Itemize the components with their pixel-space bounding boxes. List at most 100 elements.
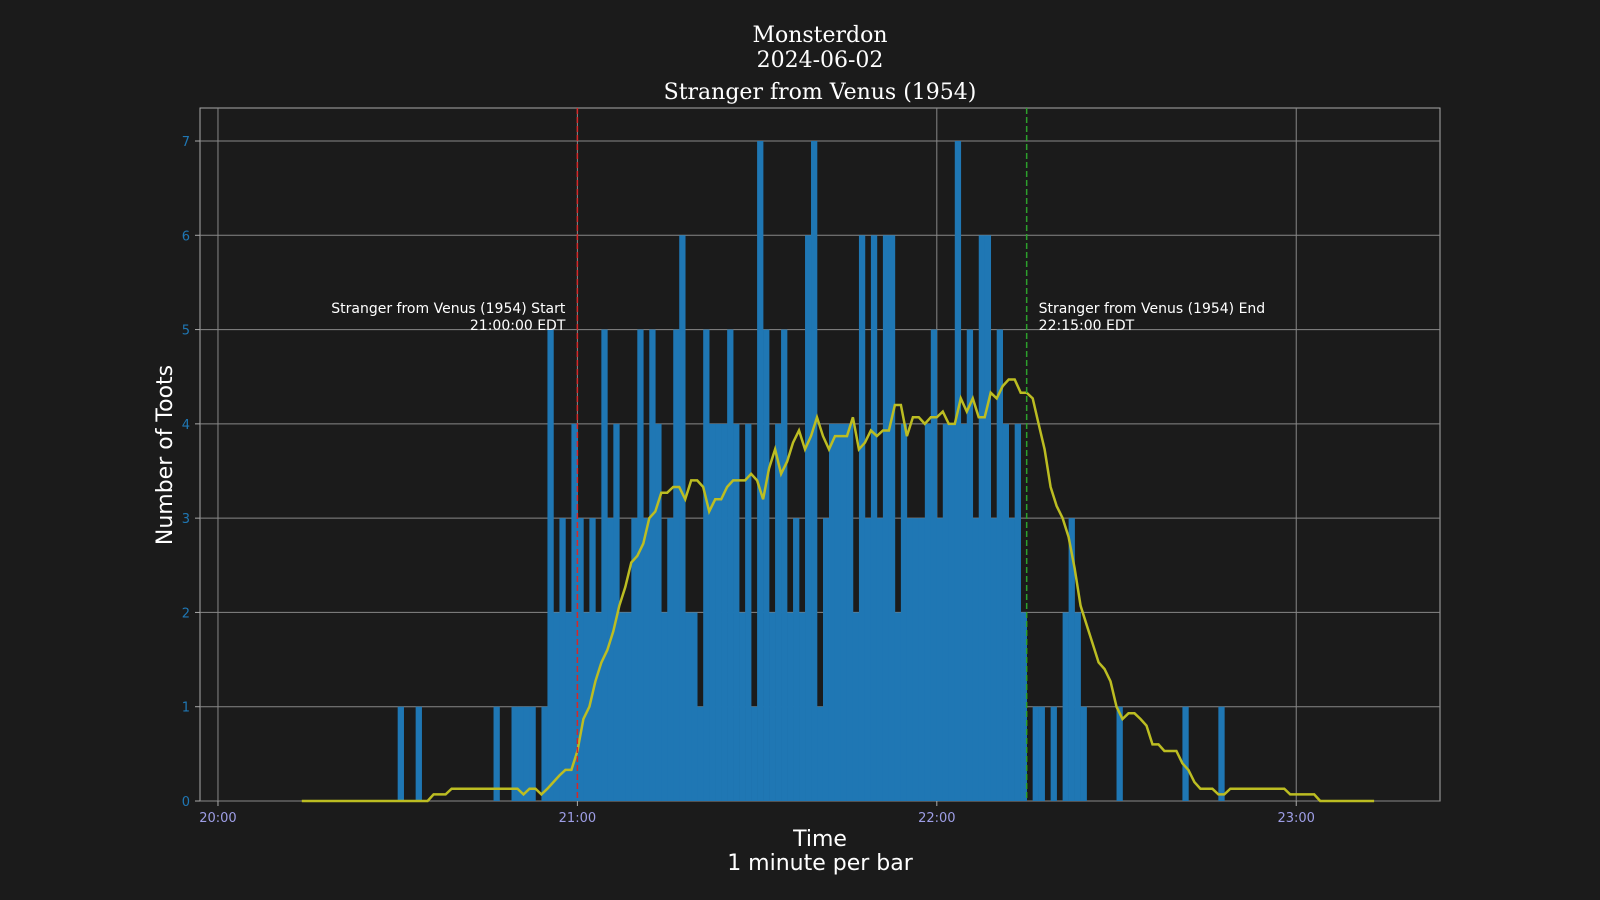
bar xyxy=(984,235,992,802)
bar xyxy=(553,612,560,801)
bar xyxy=(595,612,602,801)
bar xyxy=(894,612,902,801)
title-line-3: Stranger from Venus (1954) xyxy=(664,80,977,105)
y-tick-label: 7 xyxy=(182,135,190,150)
bar xyxy=(547,329,554,801)
x-tick-label: 20:00 xyxy=(199,811,236,826)
bar xyxy=(1032,706,1039,801)
bar xyxy=(559,518,566,801)
title-line-2: 2024-06-02 xyxy=(757,48,884,73)
bar xyxy=(673,329,680,801)
bar xyxy=(493,706,500,801)
bar xyxy=(667,518,674,801)
bars xyxy=(397,141,1225,802)
bar xyxy=(661,612,668,801)
y-tick-label: 2 xyxy=(182,606,190,621)
bar xyxy=(703,329,710,801)
bar xyxy=(643,518,650,801)
start-annotation-title: Stranger from Venus (1954) Start xyxy=(331,301,566,317)
bar xyxy=(1038,706,1045,801)
bar xyxy=(978,235,986,802)
bar xyxy=(817,706,824,801)
bar xyxy=(649,329,656,801)
y-tick-label: 1 xyxy=(182,701,190,716)
bar xyxy=(751,706,758,801)
x-axis-ticks: 20:00 21:00 22:00 23:00 xyxy=(199,801,1315,826)
bar xyxy=(1050,706,1057,801)
bar xyxy=(834,423,842,801)
bar xyxy=(727,329,734,801)
bar xyxy=(781,329,788,801)
bar xyxy=(517,706,524,801)
bar xyxy=(805,235,812,802)
bar xyxy=(715,423,722,801)
bar xyxy=(589,518,596,801)
rolling-average-line xyxy=(301,378,1375,803)
bar xyxy=(541,706,548,801)
start-annotation-time: 21:00:00 EDT xyxy=(470,318,566,334)
bar xyxy=(691,612,698,801)
y-tick-label: 0 xyxy=(182,795,190,810)
bar xyxy=(793,518,800,801)
bar xyxy=(655,423,662,801)
bar xyxy=(918,518,926,801)
bar xyxy=(1116,706,1123,801)
chart-title: Monsterdon 2024-06-02 Stranger from Venu… xyxy=(664,23,977,105)
bar xyxy=(1182,706,1189,801)
bar xyxy=(529,706,536,801)
bar xyxy=(906,518,914,801)
bar xyxy=(763,329,770,801)
bar xyxy=(631,518,638,801)
bar xyxy=(882,235,890,802)
bar xyxy=(607,518,614,801)
bar xyxy=(1068,518,1075,801)
bar xyxy=(852,612,860,801)
bar xyxy=(619,612,626,801)
bar xyxy=(565,612,572,801)
y-tick-label: 5 xyxy=(182,324,190,339)
bar xyxy=(936,518,944,801)
bar xyxy=(601,329,608,801)
x-tick-label: 23:00 xyxy=(1277,811,1314,826)
bar xyxy=(822,518,830,801)
bar xyxy=(397,706,404,801)
y-tick-label: 6 xyxy=(182,229,190,244)
bar xyxy=(697,706,704,801)
x-tick-label: 21:00 xyxy=(559,811,596,826)
bar xyxy=(990,518,998,801)
bar xyxy=(846,423,854,801)
bar xyxy=(685,612,692,801)
bar xyxy=(583,612,590,801)
bar xyxy=(709,423,716,801)
bar xyxy=(840,423,848,801)
title-line-1: Monsterdon xyxy=(752,23,887,48)
bar xyxy=(721,423,728,801)
bar xyxy=(637,329,644,801)
y-axis-title: Number of Toots xyxy=(153,365,178,545)
end-annotation-time: 22:15:00 EDT xyxy=(1039,318,1135,334)
plot-frame xyxy=(199,107,1441,802)
bar xyxy=(966,329,974,801)
bar xyxy=(864,518,872,801)
y-axis-ticks: 0 1 2 3 4 5 6 7 xyxy=(182,135,200,810)
bar xyxy=(1014,423,1021,801)
x-axis-title: Time xyxy=(792,827,847,852)
bar xyxy=(960,423,968,801)
x-axis-subtitle: 1 minute per bar xyxy=(727,851,914,876)
bar xyxy=(1218,706,1225,801)
bar xyxy=(511,706,518,801)
bar xyxy=(1008,518,1015,801)
bar xyxy=(858,235,866,802)
bar xyxy=(870,235,878,802)
bar xyxy=(679,235,686,802)
bar xyxy=(876,518,884,801)
bar xyxy=(733,423,740,801)
bar xyxy=(757,141,764,801)
bar xyxy=(888,235,896,802)
bar xyxy=(571,423,578,801)
bar xyxy=(972,518,980,801)
bar xyxy=(942,423,950,801)
bar xyxy=(912,518,920,801)
bar xyxy=(828,423,836,801)
